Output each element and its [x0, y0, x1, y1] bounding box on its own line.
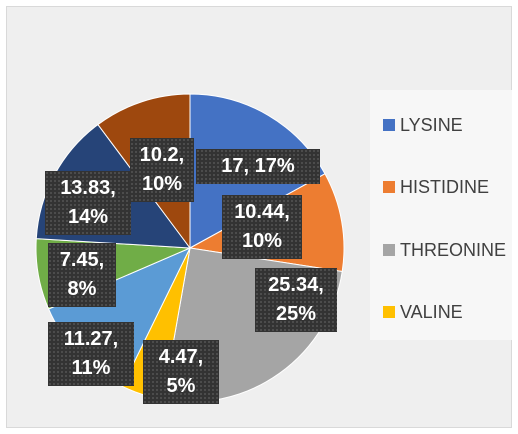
legend-entry: THREONINE	[400, 240, 507, 260]
data-label: 13.83, 14%	[45, 171, 131, 235]
data-label: 17, 17%	[196, 149, 320, 184]
legend-swatch	[383, 181, 395, 193]
legend-swatch	[383, 306, 395, 318]
legend-swatch	[383, 119, 395, 131]
data-label: 10.44, 10%	[222, 195, 302, 259]
data-label: 25.34, 25%	[255, 268, 337, 332]
data-label: 7.45, 8%	[48, 243, 116, 307]
data-label: 11.27, 11%	[48, 322, 134, 386]
legend	[370, 90, 512, 340]
legend-entry: VALINE	[400, 302, 463, 322]
data-label: 4.47, 5%	[143, 340, 219, 404]
legend-entry: HISTIDINE	[400, 177, 490, 197]
legend-swatch	[383, 244, 395, 256]
legend-entry: LYSINE	[400, 115, 463, 135]
data-label: 10.2, 10%	[130, 138, 194, 202]
